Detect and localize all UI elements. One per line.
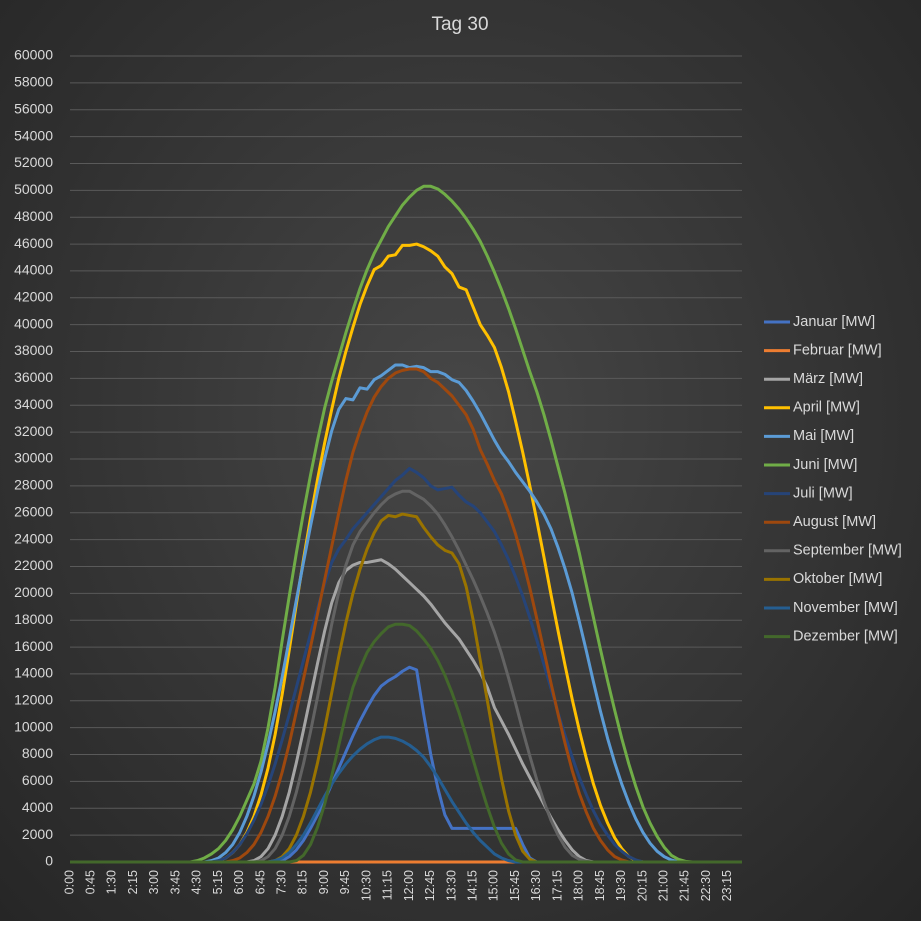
legend-label: April [MW] bbox=[793, 400, 860, 416]
x-tick-label: 10:30 bbox=[359, 870, 373, 901]
x-tick-label: 18:00 bbox=[572, 870, 586, 901]
x-tick-label: 21:45 bbox=[678, 870, 692, 901]
legend-label: Dezember [MW] bbox=[793, 628, 898, 644]
series-line bbox=[70, 622, 742, 864]
series-line bbox=[70, 363, 742, 864]
x-tick-label: 9:00 bbox=[317, 870, 331, 894]
y-tick-label: 0 bbox=[45, 853, 53, 869]
y-tick-label: 54000 bbox=[14, 127, 53, 143]
legend-label: September [MW] bbox=[793, 543, 902, 559]
x-tick-label: 16:30 bbox=[529, 870, 543, 901]
x-tick-label: 12:45 bbox=[423, 870, 437, 901]
x-tick-label: 14:15 bbox=[465, 870, 479, 901]
series-line bbox=[70, 242, 742, 864]
x-tick-label: 6:00 bbox=[232, 870, 246, 894]
y-tick-label: 24000 bbox=[14, 530, 53, 546]
chart-title: Tag 30 bbox=[431, 14, 488, 35]
legend-label: März [MW] bbox=[793, 371, 863, 387]
y-tick-label: 36000 bbox=[14, 369, 53, 385]
y-tick-label: 18000 bbox=[14, 611, 53, 627]
y-tick-label: 38000 bbox=[14, 342, 53, 358]
legend-label: Juni [MW] bbox=[793, 457, 857, 473]
x-tick-label: 19:30 bbox=[614, 870, 628, 901]
legend-label: August [MW] bbox=[793, 514, 876, 530]
series-line bbox=[70, 184, 742, 864]
y-tick-label: 20000 bbox=[14, 584, 53, 600]
series-line bbox=[70, 558, 742, 864]
x-tick-label: 12:00 bbox=[402, 870, 416, 901]
y-tick-label: 6000 bbox=[22, 772, 53, 788]
legend-label: November [MW] bbox=[793, 600, 898, 616]
y-tick-label: 14000 bbox=[14, 665, 53, 681]
x-tick-label: 3:45 bbox=[168, 870, 182, 894]
series-line bbox=[70, 367, 742, 864]
y-tick-label: 10000 bbox=[14, 718, 53, 734]
x-tick-label: 1:30 bbox=[105, 870, 119, 894]
x-tick-label: 21:00 bbox=[656, 870, 670, 901]
y-tick-label: 30000 bbox=[14, 450, 53, 466]
x-tick-label: 4:30 bbox=[190, 870, 204, 894]
legend-label: Januar [MW] bbox=[793, 314, 875, 330]
y-tick-label: 16000 bbox=[14, 638, 53, 654]
y-tick-label: 22000 bbox=[14, 557, 53, 573]
x-tick-label: 15:00 bbox=[487, 870, 501, 901]
y-tick-label: 44000 bbox=[14, 262, 53, 278]
y-tick-label: 60000 bbox=[14, 47, 53, 63]
x-tick-label: 18:45 bbox=[593, 870, 607, 901]
y-tick-label: 58000 bbox=[14, 74, 53, 90]
x-tick-label: 17:15 bbox=[550, 870, 564, 901]
legend-label: Oktober [MW] bbox=[793, 571, 882, 587]
y-tick-label: 34000 bbox=[14, 396, 53, 412]
y-tick-label: 42000 bbox=[14, 289, 53, 305]
y-tick-label: 12000 bbox=[14, 692, 53, 708]
y-tick-label: 52000 bbox=[14, 154, 53, 170]
series-line bbox=[70, 665, 742, 864]
x-tick-label: 23:15 bbox=[720, 870, 734, 901]
x-tick-label: 11:15 bbox=[381, 870, 395, 900]
y-tick-label: 56000 bbox=[14, 100, 53, 116]
legend-label: Februar [MW] bbox=[793, 342, 882, 358]
x-tick-label: 0:00 bbox=[62, 870, 76, 894]
y-tick-label: 2000 bbox=[22, 826, 53, 842]
x-tick-label: 5:15 bbox=[211, 870, 225, 894]
y-tick-label: 32000 bbox=[14, 423, 53, 439]
y-tick-label: 46000 bbox=[14, 235, 53, 251]
x-tick-label: 6:45 bbox=[253, 870, 267, 894]
x-tick-label: 3:00 bbox=[147, 870, 161, 894]
x-tick-label: 7:30 bbox=[275, 870, 289, 894]
x-tick-label: 2:15 bbox=[126, 870, 140, 894]
y-tick-label: 26000 bbox=[14, 503, 53, 519]
y-tick-label: 50000 bbox=[14, 181, 53, 197]
y-tick-label: 48000 bbox=[14, 208, 53, 224]
y-tick-label: 8000 bbox=[22, 745, 53, 761]
legend-label: Mai [MW] bbox=[793, 428, 854, 444]
x-tick-label: 13:30 bbox=[444, 870, 458, 901]
legend-label: Juli [MW] bbox=[793, 485, 853, 501]
x-tick-label: 22:30 bbox=[699, 870, 713, 901]
y-tick-label: 28000 bbox=[14, 477, 53, 493]
y-tick-label: 40000 bbox=[14, 315, 53, 331]
y-tick-label: 4000 bbox=[22, 799, 53, 815]
x-tick-label: 15:45 bbox=[508, 870, 522, 901]
x-tick-label: 20:15 bbox=[635, 870, 649, 901]
x-tick-label: 0:45 bbox=[84, 870, 98, 894]
x-tick-label: 8:15 bbox=[296, 870, 310, 894]
x-tick-label: 9:45 bbox=[338, 870, 352, 894]
